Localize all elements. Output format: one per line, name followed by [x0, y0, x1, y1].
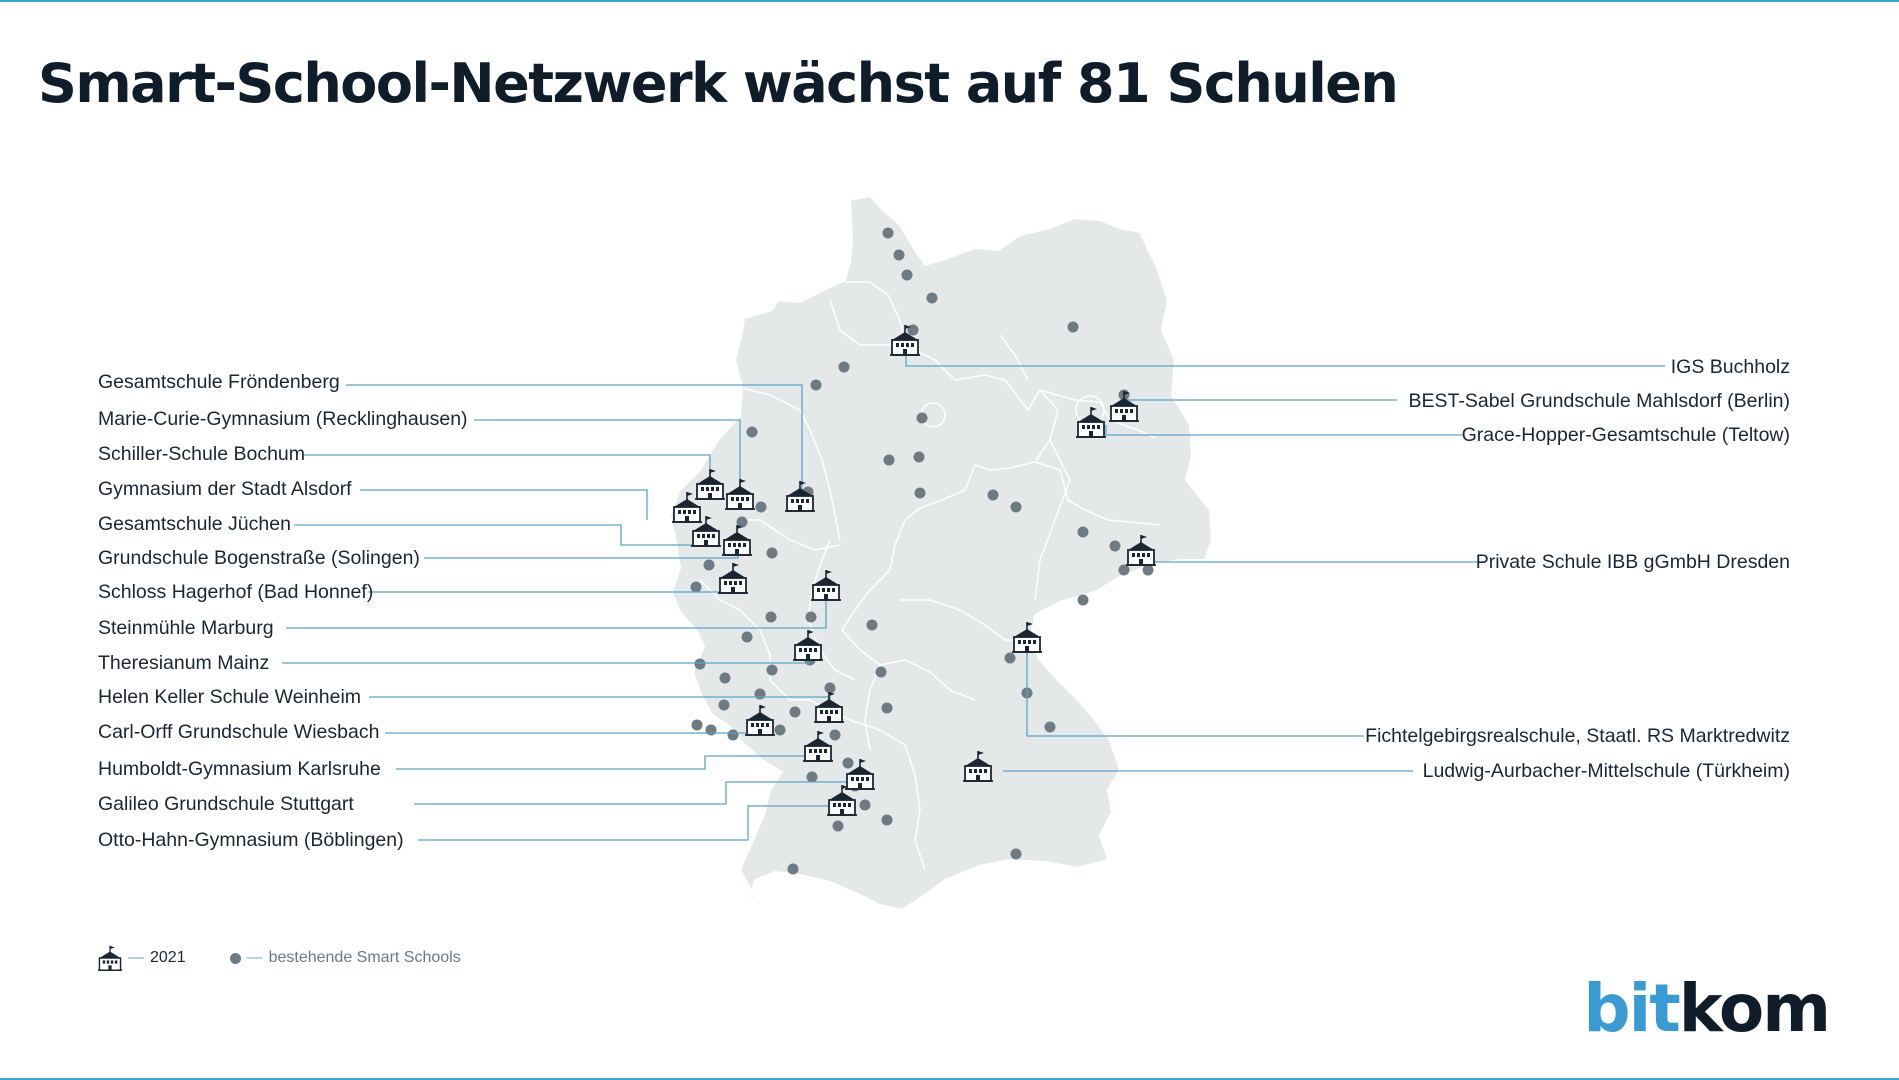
bottom-rule	[0, 1078, 1899, 1080]
page-title: Smart-School-Netzwerk wächst auf 81 Schu…	[38, 52, 1399, 115]
state-borders	[699, 281, 1161, 871]
label-boeblingen: Otto-Hahn-Gymnasium (Böblingen)	[98, 829, 404, 851]
label-buchholz: IGS Buchholz	[1671, 356, 1790, 378]
label-recklinghausen: Marie-Curie-Gymnasium (Recklinghausen)	[98, 408, 468, 430]
legend: — 2021 — bestehende Smart Schools	[98, 944, 505, 972]
label-weinheim: Helen Keller Schule Weinheim	[98, 686, 361, 708]
school-building-icon	[98, 945, 122, 971]
labels-left: Gesamtschule Fröndenberg Marie-Curie-Gym…	[98, 371, 468, 851]
label-karlsruhe: Humboldt-Gymnasium Karlsruhe	[98, 758, 381, 780]
top-rule	[0, 0, 1899, 2]
label-froendenberg: Gesamtschule Fröndenberg	[98, 371, 340, 393]
legend-item-2021: — 2021	[98, 945, 186, 971]
label-teltow: Grace-Hopper-Gesamtschule (Teltow)	[1462, 424, 1790, 446]
label-mainz: Theresianum Mainz	[98, 652, 269, 674]
label-marburg: Steinmühle Marburg	[98, 617, 274, 639]
label-dresden: Private Schule IBB gGmbH Dresden	[1476, 551, 1790, 573]
legend-label-2021: 2021	[150, 949, 186, 966]
legend-item-existing: — bestehende Smart Schools	[229, 949, 461, 967]
label-solingen: Grundschule Bogenstraße (Solingen)	[98, 547, 420, 569]
bitkom-logo: bitkom	[1583, 970, 1831, 1047]
label-stuttgart: Galileo Grundschule Stuttgart	[98, 793, 354, 815]
labels-right: IGS Buchholz BEST-Sabel Grundschule Mahl…	[1365, 356, 1790, 782]
label-mahlsdorf: BEST-Sabel Grundschule Mahlsdorf (Berlin…	[1409, 390, 1791, 412]
label-alsdorf: Gymnasium der Stadt Alsdorf	[98, 478, 352, 500]
label-tuerkheim: Ludwig-Aurbacher-Mittelschule (Türkheim)	[1423, 760, 1790, 782]
label-bochum: Schiller-Schule Bochum	[98, 443, 305, 465]
label-wiesbach: Carl-Orff Grundschule Wiesbach	[98, 721, 379, 743]
label-marktredwitz: Fichtelgebirgsrealschule, Staatl. RS Mar…	[1365, 725, 1790, 747]
legend-label-existing: bestehende Smart Schools	[268, 949, 461, 966]
label-bad-honnef: Schloss Hagerhof (Bad Honnef)	[98, 581, 373, 603]
label-juechen: Gesamtschule Jüchen	[98, 513, 291, 535]
grey-dot-icon	[229, 952, 241, 964]
germany-shape	[668, 194, 1214, 912]
